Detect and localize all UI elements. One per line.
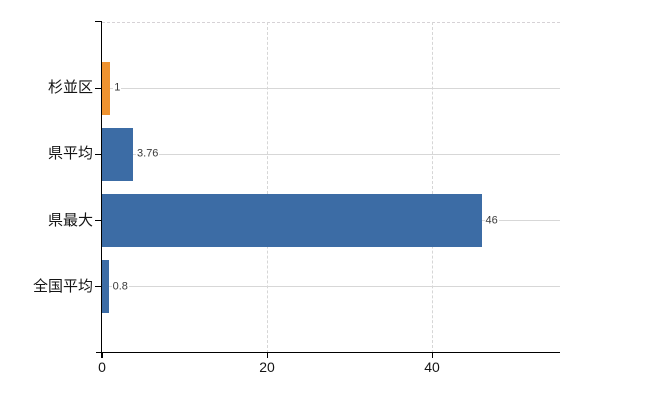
x-axis-tick <box>266 353 268 358</box>
vertical-gridline <box>432 22 433 353</box>
horizontal-gridline <box>102 286 560 288</box>
category-tick <box>95 286 102 288</box>
bar-全国平均 <box>102 260 109 314</box>
bar-value-label: 1 <box>113 81 122 95</box>
y-axis-line <box>101 21 103 358</box>
x-axis-tick <box>431 353 433 358</box>
bar-杉並区 <box>102 61 111 115</box>
y-axis-top-tick <box>95 21 102 22</box>
plot-area <box>102 22 560 353</box>
x-tick-label: 0 <box>98 359 106 375</box>
category-tick <box>95 87 102 89</box>
x-axis-tick <box>101 353 103 358</box>
vertical-gridline <box>267 22 268 353</box>
category-label-県最大: 県最大 <box>47 211 93 229</box>
horizontal-gridline <box>102 87 560 89</box>
bar-value-label: 0.8 <box>111 280 129 294</box>
category-label-県平均: 県平均 <box>47 145 93 163</box>
x-tick-label: 20 <box>259 359 275 375</box>
x-tick-label: 40 <box>424 359 440 375</box>
bar-value-label: 3.76 <box>136 147 160 161</box>
bar-県最大 <box>102 194 482 248</box>
category-tick <box>95 153 102 155</box>
bar-value-label: 46 <box>484 214 499 228</box>
category-tick <box>95 220 102 222</box>
category-label-全国平均: 全国平均 <box>32 277 93 295</box>
x-axis-line <box>96 352 560 354</box>
bar-県平均 <box>102 127 134 181</box>
category-label-杉並区: 杉並区 <box>47 79 93 97</box>
horizontal-gridline <box>102 153 560 155</box>
